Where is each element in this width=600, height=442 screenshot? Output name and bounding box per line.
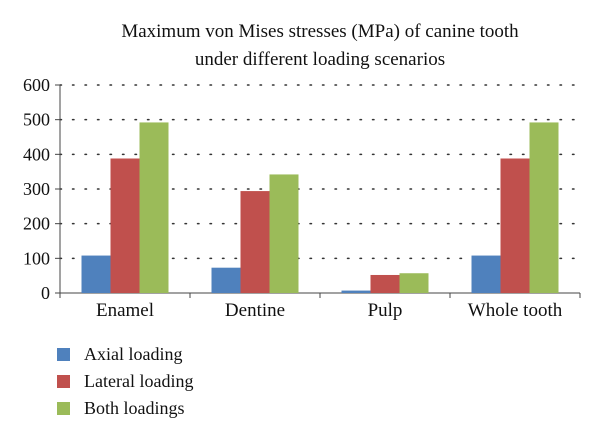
category-label: Dentine (225, 300, 285, 321)
bar-axial-loading-pulp (341, 290, 371, 293)
y-tick-label: 300 (23, 179, 50, 199)
bar-both-loadings-pulp (399, 273, 429, 293)
chart-title-line-1: Maximum von Mises stresses (MPa) of cani… (121, 21, 519, 42)
legend-swatch-both-loadings (57, 402, 70, 415)
legend-label: Axial loading (84, 344, 182, 364)
y-tick-labels: 0 100 200 300 400 500 600 (23, 75, 50, 303)
bar-lateral-loading-pulp (370, 274, 400, 293)
legend-swatch-axial-loading (57, 348, 70, 361)
bar-axial-loading-enamel (81, 255, 111, 293)
y-tick-label: 400 (23, 144, 50, 164)
bars (81, 122, 559, 293)
bar-axial-loading-dentine (211, 267, 241, 293)
y-tick-label: 600 (23, 75, 50, 95)
category-label: Enamel (96, 300, 154, 321)
y-tick-label: 500 (23, 110, 50, 130)
legend-swatch-lateral-loading (57, 375, 70, 388)
legend-label: Lateral loading (84, 371, 193, 391)
bar-both-loadings-whole-tooth (529, 122, 559, 293)
bar-both-loadings-enamel (139, 122, 169, 293)
bar-lateral-loading-whole-tooth (500, 158, 530, 293)
bar-lateral-loading-dentine (240, 191, 270, 293)
legend: Axial loading Lateral loading Both loading… (57, 344, 193, 418)
bar-lateral-loading-enamel (110, 158, 140, 293)
legend-label: Both loadings (84, 398, 185, 418)
bar-axial-loading-whole-tooth (471, 255, 501, 293)
y-tick-label: 0 (41, 283, 50, 303)
y-tick-label: 200 (23, 214, 50, 234)
y-tick-label: 100 (23, 248, 50, 268)
category-label: Whole tooth (468, 300, 563, 321)
bar-both-loadings-dentine (269, 174, 299, 293)
category-label: Pulp (368, 300, 403, 321)
category-labels: Enamel Dentine Pulp Whole tooth (96, 300, 563, 321)
chart-title-line-2: under different loading scenarios (195, 49, 445, 70)
